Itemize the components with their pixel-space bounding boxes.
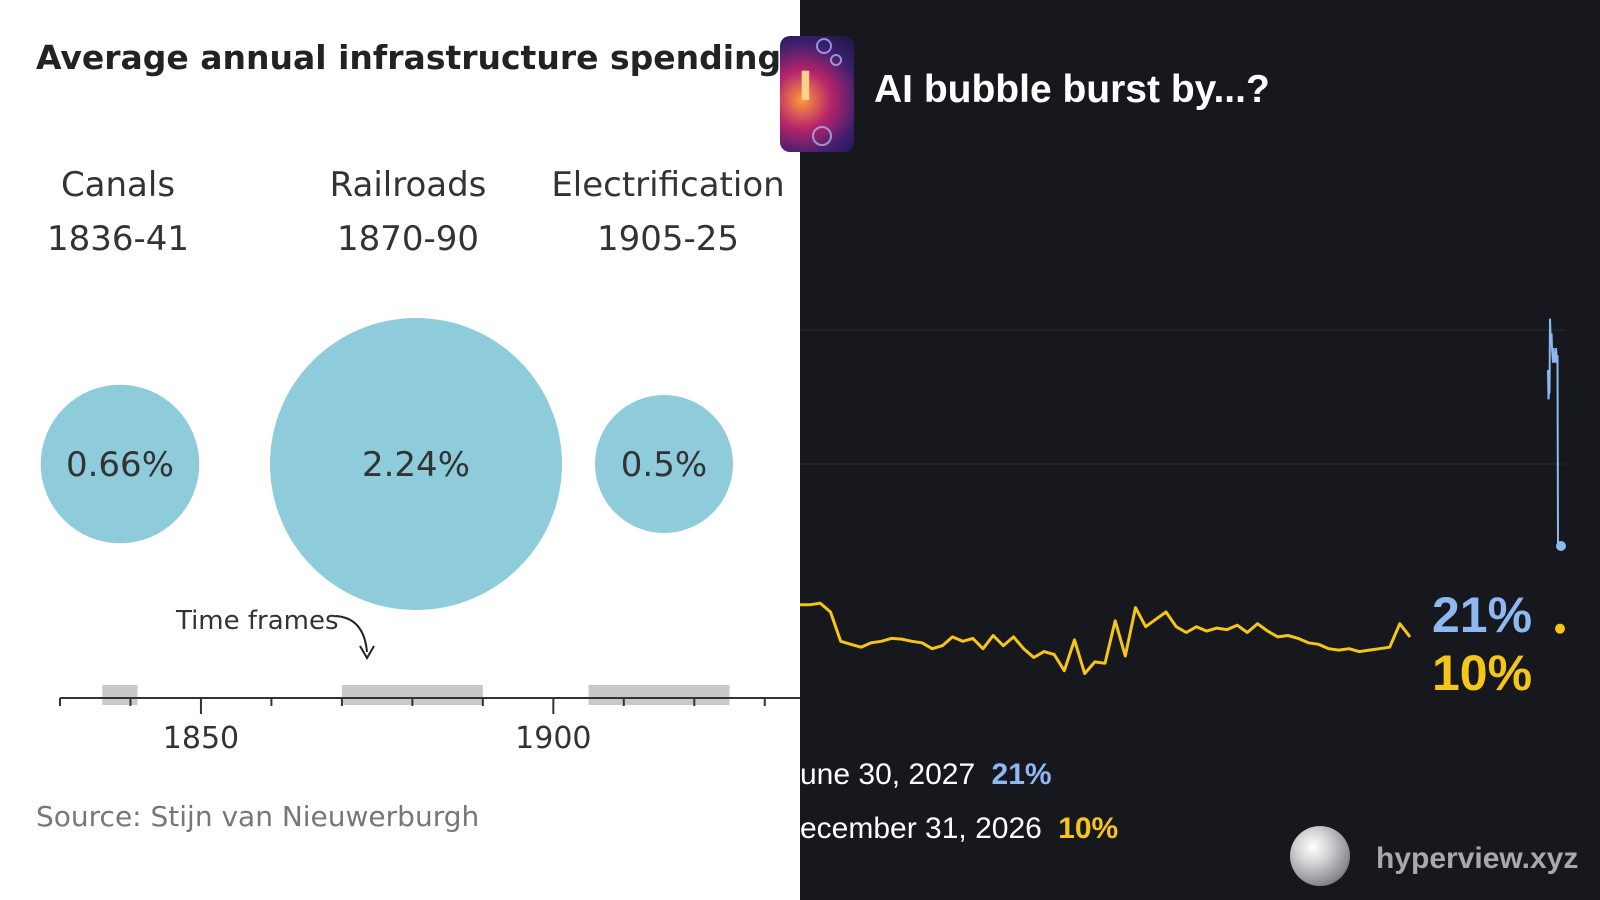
legend-row-december-2026: ecember 31, 2026 10%: [800, 812, 1118, 846]
time-frames-arrow: [335, 615, 368, 653]
legend-value: 21%: [991, 758, 1052, 791]
legend-row-june-2027: une 30, 2027 21%: [800, 758, 1052, 792]
era-electrification: Electrification 1905-25: [538, 158, 798, 266]
hyperview-logo-icon: [1290, 826, 1350, 886]
left-panel: Average annual infrastructure spending a…: [0, 38, 800, 833]
series-line-june-2027: [1547, 318, 1559, 547]
chart-title: Average annual infrastructure spending a…: [36, 38, 800, 77]
ai-letter-glyph: I: [798, 64, 813, 110]
series-end-dot: [1556, 541, 1566, 551]
bubble-value-label: 2.24%: [362, 445, 470, 485]
timeline-axis: 1850 1900: [59, 685, 800, 756]
bubble-canals: [40, 384, 200, 544]
market-title: AI bubble burst by...?: [874, 68, 1270, 111]
timeline-tick-label: 1900: [515, 721, 591, 756]
era-railroads: Railroads 1870-90: [278, 158, 538, 266]
bubble-chart: 0.66% 2.24% 0.5% 1850 1900: [40, 318, 800, 756]
bubble-railroads: [270, 318, 562, 610]
ai-bubble-icon: I: [780, 36, 854, 152]
bubble-decoration: [816, 38, 832, 54]
right-panel: [800, 0, 1600, 900]
latest-value-june-2027: 21%: [1432, 587, 1533, 643]
latest-value-december-2026: 10%: [1432, 645, 1533, 701]
era-period: 1905-25: [596, 219, 740, 259]
series-end-dot: [1555, 623, 1565, 634]
arrow-head: [359, 645, 375, 660]
era-name: Electrification: [551, 165, 785, 205]
legend-label: une 30, 2027: [800, 758, 976, 791]
gridlines: [800, 329, 1565, 465]
source-note: Source: Stijn van Nieuwerburgh: [36, 800, 480, 833]
bubble-decoration: [830, 54, 842, 66]
legend-label: ecember 31, 2026: [800, 812, 1042, 845]
era-name: Railroads: [329, 165, 487, 205]
period-band: [341, 685, 483, 705]
period-band: [102, 685, 138, 705]
bubble-decoration: [812, 126, 832, 146]
legend-value: 10%: [1058, 812, 1119, 845]
era-name: Canals: [60, 165, 176, 205]
era-canals: Canals 1836-41: [0, 158, 248, 266]
bubble-value-label: 0.5%: [621, 445, 707, 485]
timeline-tick-label: 1850: [163, 721, 239, 756]
series-line-december-2026: [800, 601, 1412, 676]
bubble-electrification: [595, 395, 733, 533]
era-period: 1870-90: [336, 219, 480, 259]
era-period: 1836-41: [46, 219, 190, 259]
credit-watermark: hyperview.xyz: [1376, 842, 1579, 875]
bubble-value-label: 0.66%: [66, 445, 174, 485]
time-frames-label: Time frames: [176, 606, 339, 636]
